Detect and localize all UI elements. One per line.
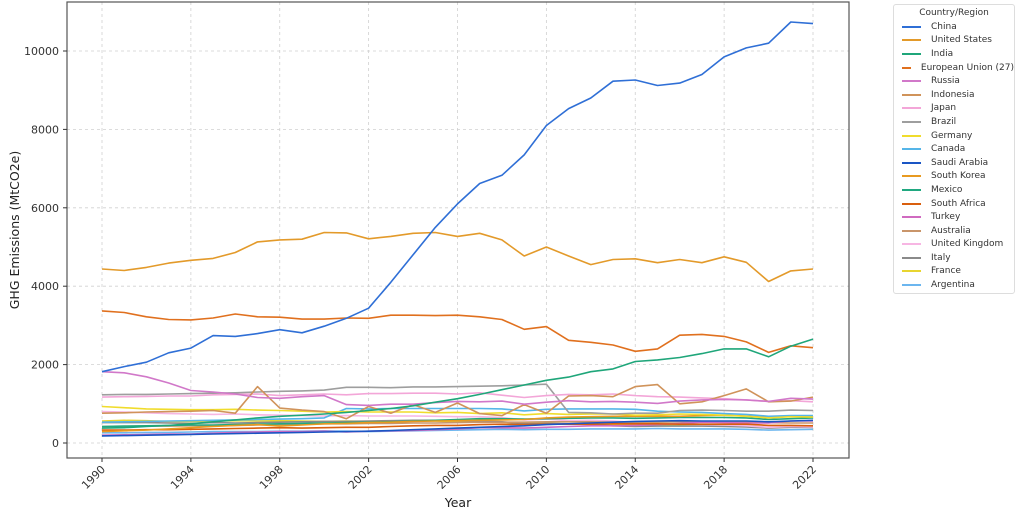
legend-item-turkey: Turkey <box>894 210 1014 224</box>
legend-swatch-icon <box>902 148 921 151</box>
legend-title: Country/Region <box>919 8 989 18</box>
legend-item-indonesia: Indonesia <box>894 88 1014 102</box>
x-tick-label: 2010 <box>524 463 553 492</box>
legend-label: Argentina <box>931 280 975 291</box>
legend-swatch-icon <box>902 39 921 42</box>
legend-swatch-icon <box>902 80 921 83</box>
legend-item-brazil: Brazil <box>894 115 1014 129</box>
series-line-argentina <box>102 427 814 434</box>
legend-item-united-kingdom: United Kingdom <box>894 238 1014 252</box>
x-axis-label: Year <box>444 495 472 510</box>
legend-swatch-icon <box>902 270 921 273</box>
legend-item-india: India <box>894 47 1014 61</box>
series-line-russia <box>101 370 814 407</box>
legend-swatch-icon <box>902 93 921 96</box>
legend-item-south-korea: South Korea <box>894 170 1014 184</box>
legend-swatch-icon <box>902 202 921 205</box>
legend-label: Saudi Arabia <box>931 157 989 168</box>
legend-label: United States <box>931 35 992 46</box>
legend-swatch-icon <box>902 216 921 219</box>
legend-swatch-icon <box>902 134 921 137</box>
series-line-indonesia <box>101 383 814 420</box>
legend-swatch-icon <box>902 120 921 123</box>
x-tick-label: 1994 <box>168 463 197 492</box>
legend-item-australia: Australia <box>894 224 1014 238</box>
legend-item-mexico: Mexico <box>894 183 1014 197</box>
x-tick-label: 1990 <box>79 463 108 492</box>
legend-label: Indonesia <box>931 89 975 100</box>
legend-label: Japan <box>931 103 957 114</box>
series-line-canada <box>101 407 813 423</box>
y-tick-label: 10000 <box>24 45 59 58</box>
series-line-south-africa <box>102 422 814 431</box>
legend-label: Mexico <box>931 184 963 195</box>
legend-label: Canada <box>931 144 966 155</box>
legend-item-united-states: United States <box>894 34 1014 48</box>
legend-swatch-icon <box>902 256 921 259</box>
legend-item-china: China <box>894 20 1014 34</box>
legend-item-france: France <box>894 265 1014 279</box>
y-tick-label: 8000 <box>31 123 59 136</box>
series-line-european-union-27 <box>101 310 814 354</box>
legend-label: European Union (27) <box>920 62 1014 73</box>
legend-item-south-africa: South Africa <box>894 197 1014 211</box>
y-tick-label: 4000 <box>31 280 59 293</box>
legend-swatch-icon <box>902 229 921 232</box>
legend-swatch-icon <box>902 161 921 164</box>
series-line-saudi-arabia <box>101 419 814 437</box>
x-tick-label: 1998 <box>257 463 286 492</box>
series-line-united-states <box>101 231 814 283</box>
legend-label: France <box>931 266 961 277</box>
legend-item-japan: Japan <box>894 102 1014 116</box>
legend-label: Russia <box>931 76 960 87</box>
y-tick-label: 2000 <box>31 359 59 372</box>
legend-swatch-icon <box>902 284 921 287</box>
legend-label: United Kingdom <box>931 239 1004 250</box>
grid-lines <box>67 2 849 458</box>
legend-swatch-icon <box>902 52 921 55</box>
y-tick-label: 0 <box>52 437 59 450</box>
legend-swatch-icon <box>902 243 921 246</box>
legend-swatch-icon <box>902 188 921 191</box>
legend-label: South Africa <box>931 198 986 209</box>
legend-swatch-icon <box>902 66 911 69</box>
legend-label: China <box>931 21 957 32</box>
series-line-south-korea <box>101 414 814 433</box>
legend-label: Italy <box>931 252 951 263</box>
legend-item-saudi-arabia: Saudi Arabia <box>894 156 1014 170</box>
legend-item-argentina: Argentina <box>894 278 1014 292</box>
legend-label: India <box>931 48 954 59</box>
x-tick-label: 2022 <box>790 463 819 492</box>
legend: Country/Region China United States India Eu… <box>893 4 1015 294</box>
legend-swatch-icon <box>902 25 921 28</box>
legend-swatch-icon <box>902 175 921 178</box>
legend-label: Germany <box>931 130 973 141</box>
legend-swatch-icon <box>902 107 921 110</box>
series-line-japan <box>101 391 814 403</box>
legend-label: Turkey <box>931 212 961 223</box>
series-line-china <box>101 21 814 373</box>
legend-items: China United States India European Union (2… <box>894 20 1014 292</box>
x-tick-label: 2002 <box>346 463 375 492</box>
legend-label: Brazil <box>931 116 957 127</box>
x-tick-label: 2014 <box>612 463 641 492</box>
legend-label: Australia <box>931 225 971 236</box>
legend-label: South Korea <box>931 171 986 182</box>
legend-item-european-union-27: European Union (27) <box>894 61 1014 75</box>
legend-item-russia: Russia <box>894 74 1014 88</box>
legend-item-germany: Germany <box>894 129 1014 143</box>
series-line-mexico <box>101 416 814 428</box>
series-line-india <box>101 338 814 429</box>
y-axis-label: GHG Emissions (MtCO2e) <box>7 151 22 310</box>
legend-item-canada: Canada <box>894 142 1014 156</box>
x-tick-label: 2006 <box>435 463 464 492</box>
x-tick-label: 2018 <box>701 463 730 492</box>
series-line-germany <box>101 405 814 419</box>
series-lines <box>101 21 814 437</box>
legend-item-italy: Italy <box>894 251 1014 265</box>
plot-frame <box>66 1 850 459</box>
y-tick-label: 6000 <box>31 202 59 215</box>
